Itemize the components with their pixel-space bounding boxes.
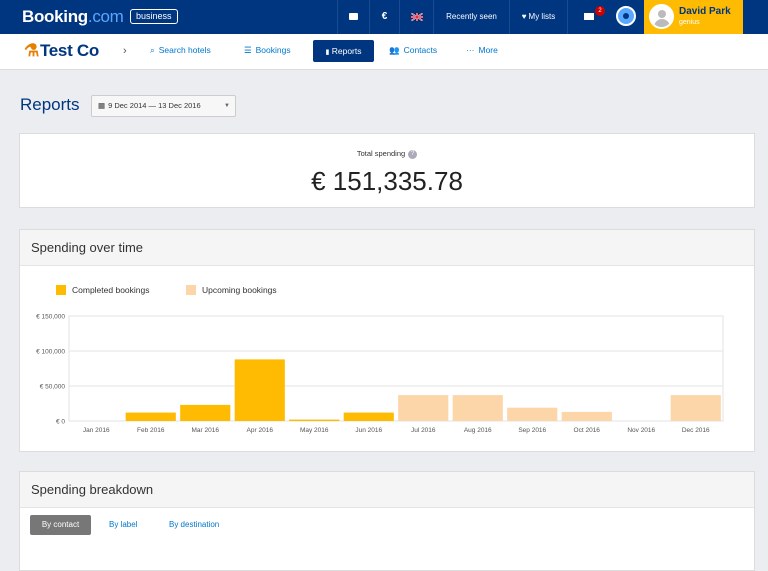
legend-label-upcoming: Upcoming bookings xyxy=(202,285,277,295)
bar-upcoming xyxy=(507,407,558,421)
spending-bar-chart: € 0 € 50,000 € 100,000 € 150,000 Jan 2016 Feb… xyxy=(36,314,724,434)
x-tick-label: Feb 2016 xyxy=(137,427,165,434)
more-icon: ··· xyxy=(466,45,475,55)
x-tick-label: Jan 2016 xyxy=(83,427,110,434)
nav-bookings[interactable]: ☰ Bookings xyxy=(244,45,291,56)
sub-navigation: ⚗Test Co › ⌕ Search hotels ☰ Bookings ▮ Re… xyxy=(0,34,768,70)
bar-upcoming xyxy=(561,411,612,421)
total-spending-card: Total spending? € 151,335.78 xyxy=(19,133,755,208)
x-tick-label: Dec 2016 xyxy=(682,427,710,434)
spending-over-time-card: Spending over time Completed bookings Up… xyxy=(19,229,755,452)
business-badge: business xyxy=(130,9,178,24)
nav-label: Reports xyxy=(331,46,362,56)
flask-icon: ⚗ xyxy=(24,41,39,60)
legend-swatch-upcoming xyxy=(186,285,196,295)
card-header: Spending over time xyxy=(20,230,754,266)
date-range-label: 9 Dec 2014 — 13 Dec 2016 xyxy=(108,101,201,110)
top-bar: Booking.com business € Recently seen ♥ My… xyxy=(0,0,768,34)
mail-count-badge: 2 xyxy=(595,6,605,16)
people-icon: 👥 xyxy=(389,45,400,55)
x-tick-label: Jun 2016 xyxy=(355,427,382,434)
list-icon: ☰ xyxy=(244,45,252,55)
total-spending-value: € 151,335.78 xyxy=(311,166,463,196)
nav-label: Bookings xyxy=(255,45,291,55)
bar-upcoming xyxy=(452,395,503,421)
calendar-icon: ▦ xyxy=(98,101,106,110)
bar-completed xyxy=(180,404,231,421)
brand-dot: .com xyxy=(87,7,124,26)
nav-reports[interactable]: ▮ Reports xyxy=(313,40,374,62)
nav-label: Contacts xyxy=(403,45,438,55)
my-lists-button[interactable]: ♥ My lists xyxy=(509,0,567,34)
x-tick-label: Mar 2016 xyxy=(192,427,220,434)
caret-down-icon: ▼ xyxy=(224,103,230,109)
page-title: Reports xyxy=(20,95,80,114)
tab-by-destination[interactable]: By destination xyxy=(169,520,220,529)
tab-by-contact[interactable]: By contact xyxy=(30,515,91,535)
y-tick-label: € 150,000 xyxy=(36,314,65,321)
bar-completed xyxy=(125,412,176,421)
x-tick-label: Aug 2016 xyxy=(464,427,492,434)
nav-contacts[interactable]: 👥 Contacts xyxy=(389,45,437,56)
bar-completed xyxy=(289,419,340,421)
card-title: Spending over time xyxy=(31,240,144,255)
uk-flag-icon xyxy=(410,12,423,22)
messages-button[interactable] xyxy=(337,0,369,34)
user-menu[interactable]: David Park genius xyxy=(644,0,743,34)
heart-icon: ♥ xyxy=(521,12,527,21)
avatar xyxy=(649,4,674,29)
x-tick-label: Apr 2016 xyxy=(247,427,274,434)
bar-upcoming xyxy=(670,395,721,421)
user-name: David Park xyxy=(679,6,731,17)
date-range-picker[interactable]: ▦ 9 Dec 2014 — 13 Dec 2016 ▼ xyxy=(91,95,236,117)
x-tick-label: Sep 2016 xyxy=(518,427,546,434)
my-lists-label: My lists xyxy=(528,12,556,21)
legend-swatch-completed xyxy=(56,285,66,295)
x-tick-label: Jul 2016 xyxy=(411,427,436,434)
card-header: Spending breakdown xyxy=(20,472,754,508)
recently-seen-label: Recently seen xyxy=(446,12,497,21)
y-tick-label: € 100,000 xyxy=(36,349,65,356)
x-tick-label: May 2016 xyxy=(300,427,329,434)
nav-label: Search hotels xyxy=(158,45,211,55)
genius-label: genius xyxy=(679,19,700,26)
inbox-button[interactable] xyxy=(567,0,609,34)
nav-label: More xyxy=(478,45,498,55)
location-pin-icon[interactable] xyxy=(616,6,636,26)
total-spending-label: Total spending? xyxy=(20,149,754,159)
company-logo[interactable]: ⚗Test Co xyxy=(24,41,99,61)
total-label-text: Total spending xyxy=(356,149,406,158)
recently-seen-button[interactable]: Recently seen xyxy=(433,0,509,34)
tab-by-label[interactable]: By label xyxy=(109,520,138,529)
spending-breakdown-card: Spending breakdown By contact By label B… xyxy=(19,471,755,571)
nav-more[interactable]: ··· More xyxy=(466,45,498,55)
language-button[interactable] xyxy=(399,0,433,34)
booking-logo[interactable]: Booking.com xyxy=(22,7,124,27)
y-tick-label: € 50,000 xyxy=(40,384,66,391)
info-icon[interactable]: ? xyxy=(408,149,418,159)
bar-completed xyxy=(234,359,285,421)
y-tick-label: € 0 xyxy=(56,419,65,426)
nav-search-hotels[interactable]: ⌕ Search hotels xyxy=(150,45,211,56)
bar-completed xyxy=(343,412,394,421)
plot-frame xyxy=(68,315,724,422)
bar-chart-icon: ▮ xyxy=(325,49,330,56)
chat-icon xyxy=(349,13,358,21)
envelope-icon xyxy=(583,13,594,21)
card-title: Spending breakdown xyxy=(31,482,154,497)
company-name: Test Co xyxy=(39,41,99,60)
currency-button[interactable]: € xyxy=(369,0,399,34)
x-tick-label: Nov 2016 xyxy=(627,427,655,434)
currency-label: € xyxy=(381,11,388,22)
legend-label-completed: Completed bookings xyxy=(72,285,150,295)
brand-main: Booking xyxy=(22,7,88,26)
bar-upcoming xyxy=(398,395,449,421)
x-tick-label: Oct 2016 xyxy=(574,427,601,434)
search-icon: ⌕ xyxy=(150,45,155,55)
chevron-right-icon: › xyxy=(123,45,127,57)
